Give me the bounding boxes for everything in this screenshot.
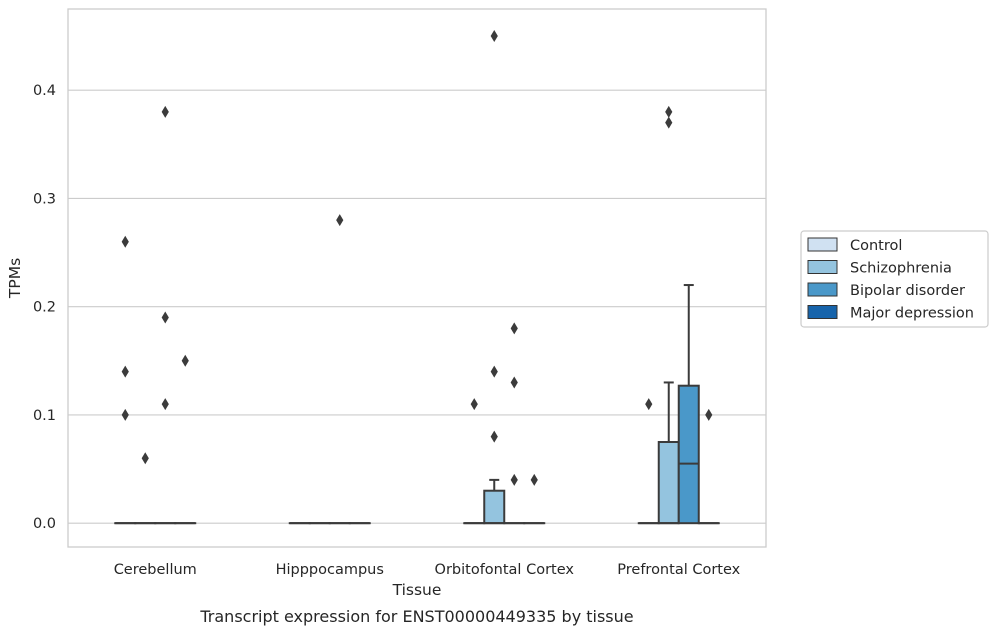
legend-box	[800, 230, 989, 328]
legend-label: Bipolar disorder	[850, 283, 965, 299]
outlier-point	[336, 214, 344, 227]
outlier-point	[510, 473, 518, 486]
x-tick-label: Hipppocampus	[276, 562, 384, 578]
box	[483, 489, 506, 525]
y-tick-label: 0.0	[33, 516, 56, 532]
outlier-point	[121, 365, 129, 378]
outlier-point	[121, 235, 129, 248]
box-group	[677, 284, 700, 525]
box-group	[114, 235, 137, 525]
outlier-point	[510, 376, 518, 389]
box-group	[523, 473, 546, 525]
y-tick-label: 0.1	[33, 408, 56, 424]
x-axis-label: Tissue	[392, 581, 442, 599]
box-series	[114, 30, 720, 525]
outlier-point	[141, 452, 149, 465]
legend-swatch	[807, 282, 838, 297]
outlier-point	[490, 30, 498, 43]
box-group	[328, 214, 351, 525]
outlier-point	[510, 322, 518, 335]
box-group	[657, 105, 680, 525]
y-tick-label: 0.4	[33, 83, 56, 99]
y-tick-label: 0.3	[33, 191, 56, 207]
outlier-point	[665, 105, 673, 118]
box-group	[503, 322, 526, 525]
box-group	[134, 452, 157, 525]
outlier-point	[161, 398, 169, 411]
box-group	[174, 354, 197, 525]
legend-swatch	[807, 237, 838, 252]
legend-swatch	[807, 260, 838, 274]
outlier-point	[181, 354, 189, 367]
box	[677, 384, 700, 525]
x-tick-label: Cerebellum	[114, 562, 197, 578]
legend: Control Schizophrenia Bipolar disorder Majo…	[800, 230, 989, 328]
outlier-point	[490, 365, 498, 378]
box-group	[154, 105, 177, 525]
legend-swatch	[807, 305, 838, 319]
outlier-point	[161, 311, 169, 324]
box-group	[483, 30, 506, 525]
x-tick-label: Prefrontal Cortex	[617, 562, 740, 578]
legend-label: Major depression	[850, 306, 974, 322]
box-group	[463, 398, 486, 525]
y-axis-ticks: 0.0 0.1 0.2 0.3 0.4	[33, 83, 56, 532]
outlier-point	[645, 398, 653, 411]
legend-label: Schizophrenia	[850, 261, 952, 277]
outlier-point	[665, 116, 673, 129]
y-tick-label: 0.2	[33, 300, 56, 316]
box-group	[637, 398, 660, 525]
outlier-point	[705, 408, 713, 421]
outlier-point	[161, 105, 169, 118]
x-tick-label: Orbitofontal Cortex	[435, 562, 575, 578]
box-group	[697, 408, 720, 525]
legend-label: Control	[850, 238, 902, 254]
plot-frame	[67, 8, 767, 548]
box	[657, 440, 680, 525]
outlier-point	[470, 398, 478, 411]
outlier-point	[490, 430, 498, 443]
y-axis-label: TPMs	[6, 258, 24, 299]
outlier-point	[530, 473, 538, 486]
chart-caption: Transcript expression for ENST0000044933…	[199, 607, 633, 626]
outlier-point	[121, 408, 129, 421]
x-axis-ticks: Cerebellum Hipppocampus Orbitofontal Corte…	[114, 562, 741, 578]
